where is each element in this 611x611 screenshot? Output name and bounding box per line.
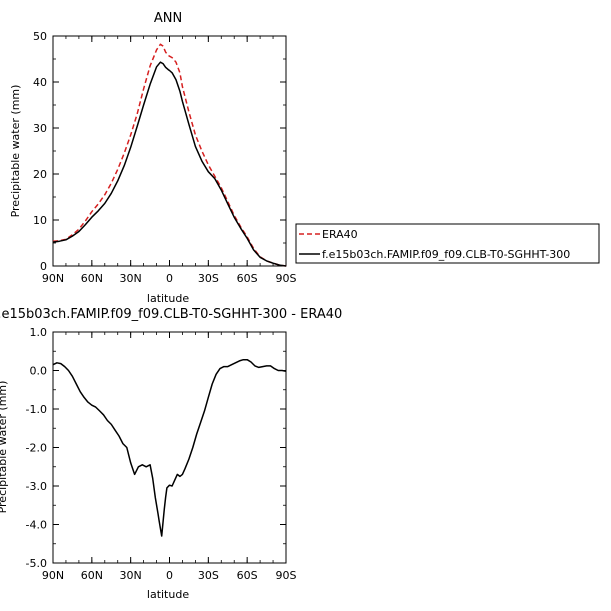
bottom-chart-title: f.e15b03ch.FAMIP.f09_f09.CLB-T0-SGHHT-30… (0, 307, 342, 322)
top-x-tick-label: 0 (166, 272, 173, 285)
bottom-series-line-0 (52, 358, 287, 537)
bottom-x-tick-label: 30S (198, 569, 219, 582)
top-x-tick-label: 90S (276, 272, 297, 285)
bottom-chart-axes: 90N 60N 30N 0 30S 60S 90S 1.0 0.0 -1.0 -2.0 -3.0 -4.… (26, 326, 297, 582)
top-chart-axes: 90N 60N 30N 0 30S 60S 90S 0 10 20 30 40 50 (33, 30, 297, 285)
top-x-tick-label: 60N (81, 272, 103, 285)
top-chart: ANN 90N 60N 30N 0 30S 60S 90S 0 10 20 30 40 50 latit… (9, 11, 297, 305)
bottom-chart-frame (52, 331, 287, 564)
legend: ERA40 f.e15b03ch.FAMIP.f09_f09.CLB-T0-SG… (295, 223, 600, 264)
top-chart-series (52, 43, 287, 267)
bottom-y-tick-label: 0.0 (30, 365, 48, 378)
bottom-chart-x-label: latitude (147, 588, 189, 601)
top-y-tick-label: 50 (33, 30, 47, 43)
legend-label-era40: ERA40 (322, 228, 358, 241)
top-x-tick-label: 90N (42, 272, 64, 285)
top-chart-y-label: Precipitable water (mm) (9, 85, 22, 218)
top-y-tick-label: 30 (33, 122, 47, 135)
top-series-line-0 (52, 43, 287, 267)
top-y-tick-label: 10 (33, 214, 47, 227)
bottom-y-tick-label: -2.0 (26, 442, 47, 455)
bottom-x-tick-label: 60N (81, 569, 103, 582)
top-x-tick-label: 30N (120, 272, 142, 285)
top-series-line-1 (52, 61, 287, 267)
top-chart-x-label: latitude (147, 292, 189, 305)
top-y-tick-label: 40 (33, 76, 47, 89)
top-chart-title: ANN (154, 11, 182, 26)
bottom-chart: f.e15b03ch.FAMIP.f09_f09.CLB-T0-SGHHT-30… (0, 307, 342, 601)
bottom-x-tick-label: 90S (276, 569, 297, 582)
bottom-y-tick-label: 1.0 (30, 326, 48, 339)
bottom-chart-y-label: Precipitable water (mm) (0, 381, 9, 514)
bottom-y-tick-label: -4.0 (26, 519, 47, 532)
legend-box (295, 223, 600, 264)
bottom-x-tick-label: 60S (237, 569, 258, 582)
top-y-tick-label: 20 (33, 168, 47, 181)
bottom-x-tick-label: 30N (120, 569, 142, 582)
top-y-tick-label: 0 (40, 260, 47, 273)
bottom-chart-series (52, 358, 287, 537)
bottom-x-tick-label: 90N (42, 569, 64, 582)
bottom-y-tick-label: -3.0 (26, 480, 47, 493)
legend-label-model: f.e15b03ch.FAMIP.f09_f09.CLB-T0-SGHHT-30… (322, 248, 570, 261)
top-x-tick-label: 60S (237, 272, 258, 285)
bottom-y-tick-label: -5.0 (26, 557, 47, 570)
bottom-x-tick-label: 0 (166, 569, 173, 582)
bottom-y-tick-label: -1.0 (26, 403, 47, 416)
top-x-tick-label: 30S (198, 272, 219, 285)
